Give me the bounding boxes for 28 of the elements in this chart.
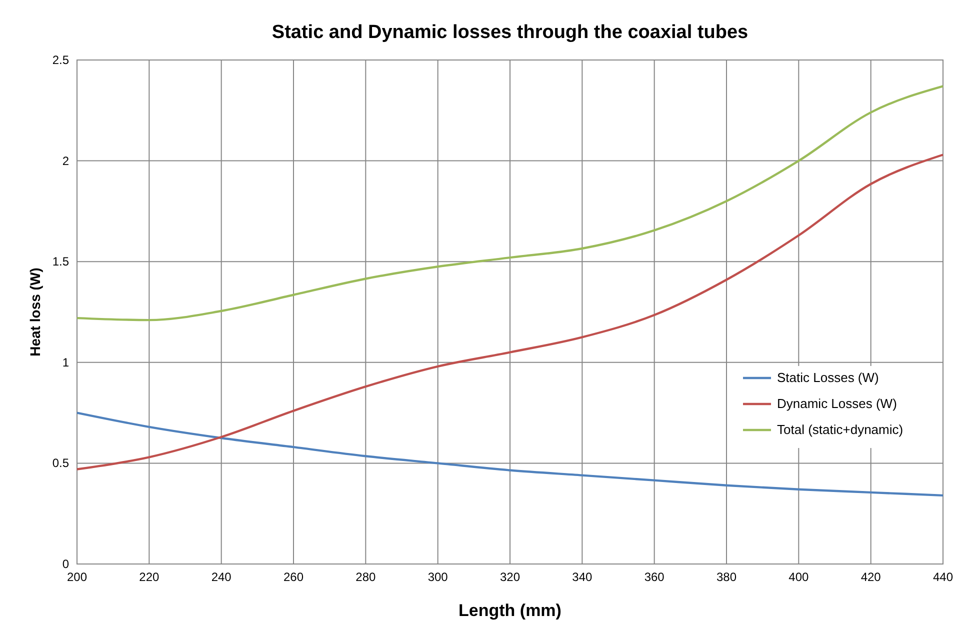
y-tick-label: 2.5	[52, 53, 70, 67]
x-tick-label: 420	[860, 570, 882, 584]
legend-label: Total (static+dynamic)	[777, 422, 904, 437]
x-tick-label: 380	[716, 570, 737, 584]
line-series	[76, 154, 944, 470]
y-tick-label: 0.5	[52, 456, 70, 470]
x-tick-label: 240	[211, 570, 232, 584]
x-tick-label: 360	[644, 570, 665, 584]
y-tick-label: 2	[62, 154, 70, 168]
y-tick-label: 0	[62, 557, 70, 571]
y-axis-title: Heat loss (W)	[27, 268, 43, 356]
x-axis-title: Length (mm)	[458, 601, 562, 620]
legend-label: Static Losses (W)	[777, 370, 879, 385]
y-tick-label: 1	[62, 355, 70, 370]
x-tick-label: 440	[932, 570, 954, 584]
x-tick-label: 400	[788, 570, 809, 584]
x-tick-label: 320	[500, 570, 520, 584]
line-series	[76, 412, 944, 497]
chart-title: Static and Dynamic losses through the coaxial tubes	[272, 22, 748, 43]
x-tick-label: 220	[139, 570, 160, 584]
x-tick-label: 340	[572, 570, 592, 584]
line-series	[76, 85, 944, 322]
x-tick-label: 280	[356, 570, 376, 584]
x-tick-label: 200	[66, 570, 88, 584]
x-tick-label: 300	[428, 570, 448, 584]
x-tick-label: 260	[283, 570, 304, 584]
y-tick-label: 1.5	[52, 254, 70, 269]
legend-label: Dynamic Losses (W)	[777, 396, 897, 411]
